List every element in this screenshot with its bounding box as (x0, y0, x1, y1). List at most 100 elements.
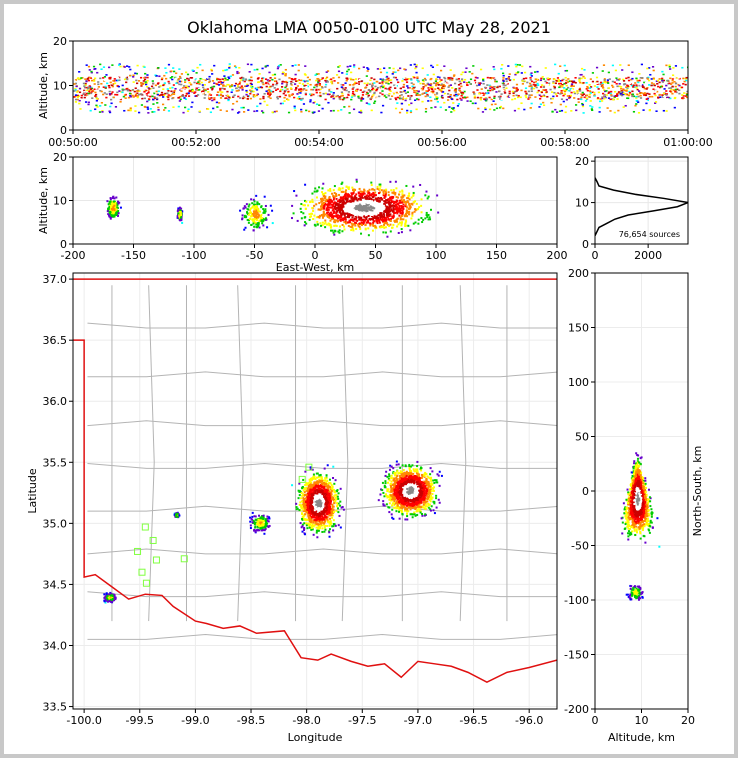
ew-point (259, 210, 262, 213)
ew-point (383, 195, 386, 198)
ew-point (304, 221, 307, 224)
time-height-point (324, 86, 327, 88)
time-height-point (160, 91, 164, 94)
time-height-point (559, 93, 562, 95)
time-height-point (611, 84, 614, 87)
time-height-point (135, 72, 139, 75)
time-height-point (359, 111, 362, 114)
state-border-south-west (73, 339, 557, 683)
time-height-point (263, 100, 266, 103)
time-height-point (483, 93, 486, 95)
ew-point (358, 205, 361, 208)
ew-point (400, 206, 403, 209)
time-height-point (534, 71, 537, 73)
time-height-point (588, 90, 592, 92)
time-height-point (146, 106, 149, 109)
ew-point (402, 207, 405, 210)
time-height-point (129, 107, 132, 110)
time-height-point (245, 89, 248, 92)
time-height-point (191, 89, 194, 91)
time-height-point (596, 83, 599, 85)
time-height-point (468, 71, 471, 73)
time-height-point (581, 94, 584, 97)
time-height-point (394, 71, 397, 74)
time-height-point (79, 108, 82, 110)
time-height-point (172, 67, 175, 69)
time-height-point (367, 88, 371, 91)
plan-points (103, 460, 443, 604)
time-height-point (78, 87, 82, 90)
time-height-point (547, 78, 550, 81)
time-height-point (548, 82, 551, 85)
plan-point (295, 502, 298, 505)
time-height-point (118, 79, 121, 82)
time-height-point (385, 75, 389, 78)
time-height-point (421, 90, 425, 93)
time-height-point (550, 97, 553, 100)
time-height-point (489, 85, 492, 88)
ew-point (336, 202, 339, 205)
time-height-point (262, 83, 265, 86)
time-height-point (146, 85, 149, 88)
ew-point (358, 214, 361, 217)
ew-point (328, 216, 331, 219)
ew-point (384, 200, 387, 203)
ew-point (353, 205, 356, 208)
time-height-point (615, 95, 618, 97)
time-height-point (563, 93, 566, 95)
time-height-point (414, 91, 417, 94)
time-height-point (580, 98, 583, 101)
time-height-point (172, 106, 175, 108)
time-height-point (351, 88, 354, 90)
time-height-point (498, 96, 502, 99)
time-height-point (219, 78, 222, 81)
time-height-point (109, 105, 112, 108)
ew-point (379, 191, 382, 194)
time-height-point (603, 97, 606, 100)
time-height-point (315, 79, 318, 82)
time-height-point (238, 81, 242, 83)
time-height-point (354, 78, 358, 80)
ew-point (115, 214, 118, 217)
ew-point (108, 214, 111, 217)
time-height-point (373, 91, 376, 94)
time-height-point (93, 77, 97, 80)
time-height-point (73, 90, 76, 92)
ew-point (380, 206, 383, 209)
time-height-point (207, 91, 210, 93)
time-height-point (420, 87, 423, 90)
time-height-point (113, 82, 117, 85)
time-height-point (436, 76, 440, 78)
time-height-point (521, 83, 524, 85)
ew-point (348, 205, 351, 208)
ew-point (355, 208, 358, 211)
ew-point (327, 208, 330, 211)
time-height-point (125, 84, 128, 87)
ew-point (389, 196, 392, 199)
time-height-point (87, 86, 91, 89)
time-height-point (460, 99, 463, 101)
ew-point (355, 180, 358, 183)
time-height-point (646, 78, 649, 80)
time-height-point (293, 83, 297, 85)
time-height-point (386, 81, 389, 83)
ew-point (376, 185, 379, 188)
time-height-point (236, 112, 240, 114)
ew-point (378, 197, 381, 200)
ew-point (250, 214, 253, 217)
time-height-point (430, 83, 433, 85)
time-height-point (223, 75, 226, 77)
time-height-point (191, 90, 195, 92)
map-layer (73, 278, 557, 683)
time-height-point (332, 92, 335, 94)
time-height-point (303, 80, 307, 83)
ew-point (329, 202, 332, 205)
time-height-point (118, 64, 121, 66)
time-height-point (544, 89, 548, 91)
time-height-point (376, 97, 379, 99)
time-height-point (84, 94, 87, 96)
time-height-point (129, 68, 132, 71)
time-height-point (140, 104, 144, 106)
time-height-point (219, 87, 222, 90)
time-height-point (541, 90, 544, 92)
